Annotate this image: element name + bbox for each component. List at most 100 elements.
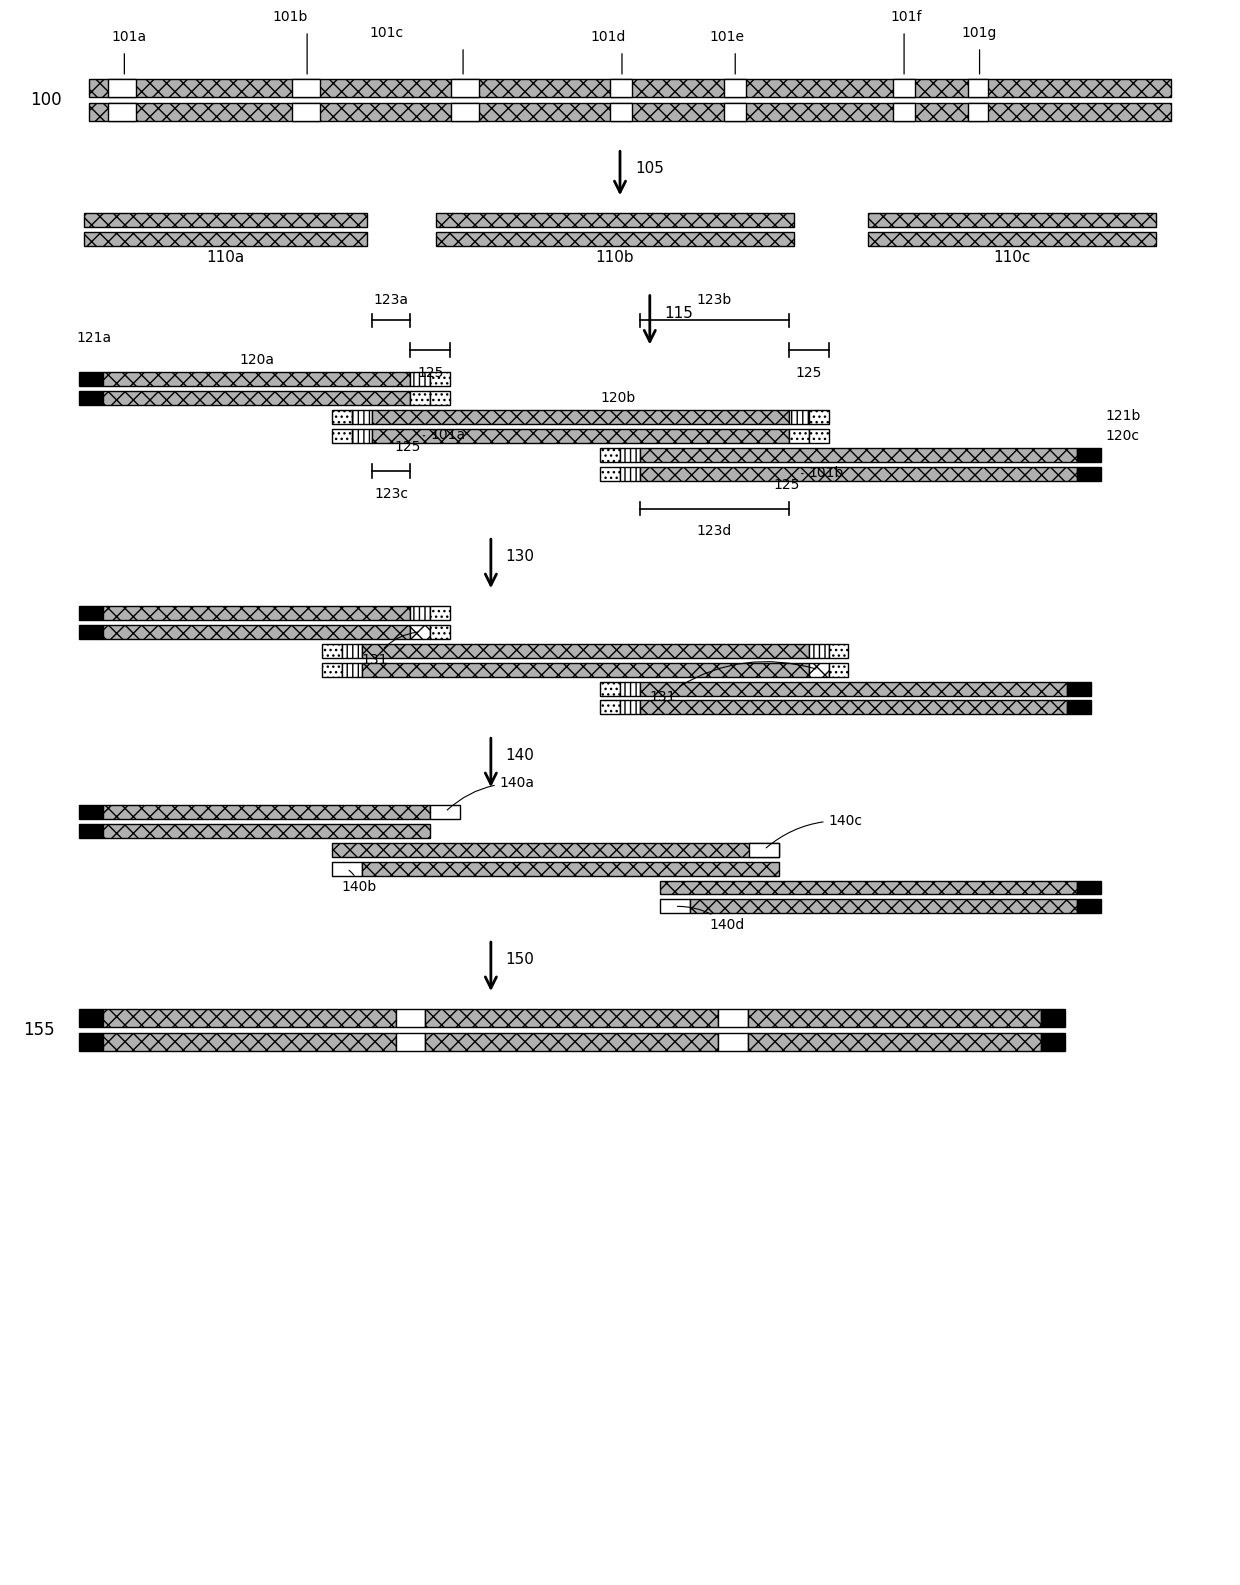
Bar: [103, 605, 410, 620]
Bar: [430, 624, 450, 639]
Bar: [868, 212, 1157, 227]
Bar: [451, 79, 479, 97]
Bar: [660, 899, 689, 913]
Bar: [332, 843, 779, 856]
Bar: [88, 103, 1172, 120]
Bar: [425, 1010, 718, 1027]
Bar: [718, 1010, 748, 1027]
Text: 125: 125: [394, 439, 420, 453]
Bar: [640, 449, 1076, 461]
Bar: [1076, 881, 1101, 894]
Text: 125: 125: [773, 477, 800, 491]
Bar: [640, 682, 1066, 696]
Text: 123a: 123a: [373, 293, 408, 306]
Bar: [372, 430, 789, 442]
Bar: [789, 430, 808, 442]
Bar: [436, 231, 794, 246]
Bar: [893, 103, 915, 120]
Bar: [600, 449, 620, 461]
Bar: [436, 212, 794, 227]
Bar: [342, 644, 362, 658]
Text: 155: 155: [24, 1021, 55, 1038]
Bar: [620, 682, 640, 696]
Bar: [1076, 466, 1101, 480]
Bar: [410, 624, 430, 639]
Text: 140d: 140d: [677, 907, 745, 932]
Text: 123d: 123d: [697, 525, 732, 539]
Bar: [410, 391, 430, 406]
Bar: [103, 1010, 396, 1027]
Bar: [410, 605, 430, 620]
Bar: [789, 411, 808, 423]
Bar: [396, 1033, 425, 1051]
Text: 105: 105: [635, 162, 663, 176]
Bar: [808, 430, 828, 442]
Text: 101b: 101b: [801, 466, 844, 480]
Bar: [352, 430, 372, 442]
Text: 123c: 123c: [374, 487, 408, 501]
Bar: [103, 1033, 396, 1051]
Bar: [600, 701, 620, 715]
Bar: [78, 391, 103, 406]
Bar: [1066, 682, 1091, 696]
Bar: [620, 466, 640, 480]
Text: 110a: 110a: [206, 250, 244, 265]
Bar: [430, 391, 450, 406]
Bar: [78, 624, 103, 639]
Bar: [610, 103, 632, 120]
Bar: [362, 663, 808, 677]
Bar: [893, 79, 915, 97]
Bar: [451, 103, 479, 120]
Bar: [78, 1033, 103, 1051]
Bar: [425, 1033, 718, 1051]
Text: 140: 140: [506, 748, 534, 762]
Bar: [430, 372, 450, 387]
Text: 150: 150: [506, 953, 534, 967]
Text: 125: 125: [796, 366, 822, 380]
Bar: [600, 466, 620, 480]
Bar: [1076, 449, 1101, 461]
Bar: [396, 1010, 425, 1027]
Bar: [322, 663, 342, 677]
Bar: [103, 624, 410, 639]
Bar: [108, 103, 136, 120]
Bar: [749, 843, 779, 856]
Bar: [78, 605, 103, 620]
Bar: [967, 79, 987, 97]
Bar: [103, 372, 410, 387]
Bar: [1066, 701, 1091, 715]
Bar: [748, 1010, 1042, 1027]
Text: 101a: 101a: [423, 428, 465, 442]
Text: 131: 131: [362, 632, 418, 667]
Bar: [1076, 899, 1101, 913]
Bar: [868, 231, 1157, 246]
Bar: [410, 372, 430, 387]
Bar: [724, 79, 746, 97]
Bar: [332, 430, 352, 442]
Bar: [808, 663, 828, 677]
Text: 125: 125: [417, 366, 444, 380]
Bar: [724, 103, 746, 120]
Bar: [342, 663, 362, 677]
Bar: [967, 103, 987, 120]
Text: 101b: 101b: [273, 10, 308, 24]
Bar: [103, 805, 430, 819]
Text: 101g: 101g: [962, 25, 997, 40]
Bar: [620, 701, 640, 715]
Text: 120b: 120b: [600, 391, 635, 406]
Bar: [640, 701, 1066, 715]
Bar: [293, 79, 320, 97]
Bar: [78, 824, 103, 838]
Bar: [372, 411, 789, 423]
Bar: [718, 1033, 748, 1051]
Text: 110c: 110c: [993, 250, 1030, 265]
Text: 101f: 101f: [890, 10, 921, 24]
Bar: [352, 411, 372, 423]
Text: 131: 131: [650, 661, 816, 704]
Bar: [78, 1010, 103, 1027]
Bar: [78, 805, 103, 819]
Text: 120c: 120c: [1106, 430, 1140, 442]
Bar: [828, 644, 848, 658]
Bar: [430, 805, 460, 819]
Bar: [689, 899, 1076, 913]
